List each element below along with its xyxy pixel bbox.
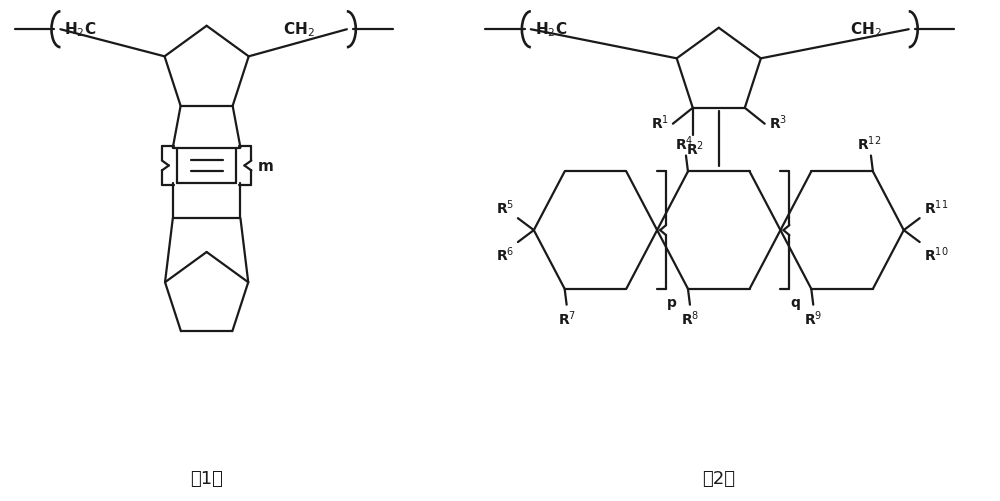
- Text: （1）: （1）: [190, 469, 223, 487]
- Text: CH$_2$: CH$_2$: [850, 20, 882, 39]
- Text: R$^4$: R$^4$: [675, 134, 693, 152]
- Text: R$^5$: R$^5$: [496, 198, 514, 217]
- Text: p: p: [667, 295, 677, 309]
- Text: R$^7$: R$^7$: [558, 309, 576, 328]
- Text: R$^{12}$: R$^{12}$: [857, 134, 881, 152]
- Text: R$^{11}$: R$^{11}$: [924, 198, 948, 217]
- Text: R$^9$: R$^9$: [804, 309, 822, 328]
- Text: R$^8$: R$^8$: [681, 309, 699, 328]
- Text: H$_2$C: H$_2$C: [535, 20, 567, 39]
- Text: H$_2$C: H$_2$C: [64, 20, 97, 39]
- Text: R$^{10}$: R$^{10}$: [924, 244, 948, 263]
- Text: R$^6$: R$^6$: [496, 244, 514, 263]
- Text: CH$_2$: CH$_2$: [283, 20, 315, 39]
- Text: R$^2$: R$^2$: [686, 139, 704, 158]
- Text: q: q: [790, 295, 800, 309]
- Text: （2）: （2）: [702, 469, 735, 487]
- Text: R$^3$: R$^3$: [769, 113, 787, 132]
- Text: m: m: [257, 159, 273, 174]
- Text: R$^1$: R$^1$: [651, 113, 669, 132]
